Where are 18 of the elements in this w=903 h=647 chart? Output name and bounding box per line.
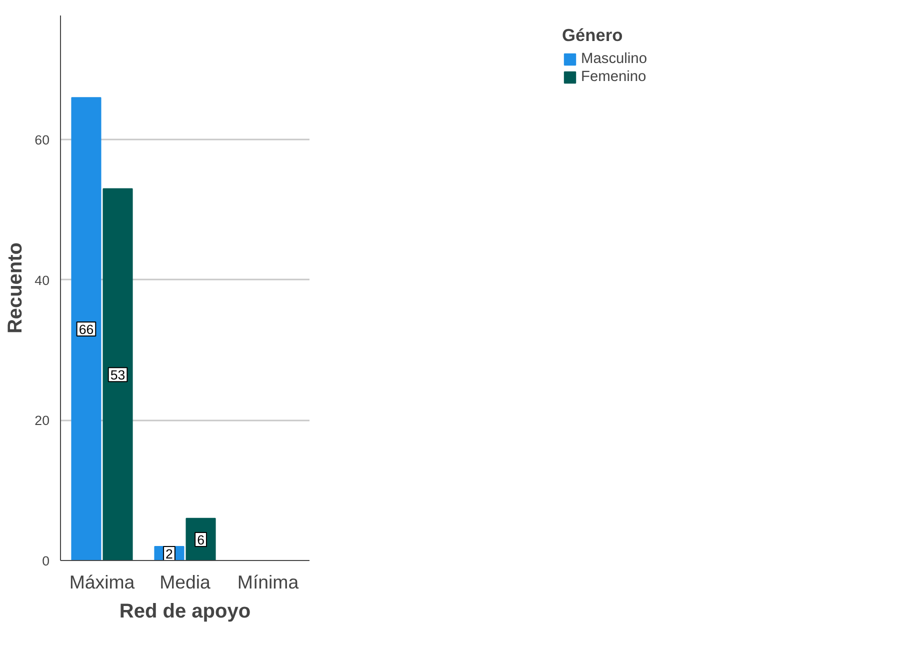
data-label: 66 xyxy=(78,322,94,338)
y-tick-label: 40 xyxy=(34,272,50,288)
y-tick-label: 0 xyxy=(42,554,50,568)
y-tick-label: 60 xyxy=(34,132,50,148)
data-label: 53 xyxy=(110,368,126,383)
y-axis-title: Recuento xyxy=(4,242,27,334)
x-axis-title: Red de apoyo xyxy=(119,600,251,622)
legend-label: Femenino xyxy=(581,69,646,85)
x-tick-label: Mínima xyxy=(237,572,300,592)
bar xyxy=(102,188,133,560)
legend-title: Género xyxy=(562,25,624,46)
legend-label: Masculino xyxy=(581,51,647,67)
x-tick-label: Media xyxy=(160,572,212,592)
data-label: 6 xyxy=(197,532,204,548)
bar xyxy=(71,97,102,560)
y-tick-label: 20 xyxy=(34,413,50,428)
data-label: 2 xyxy=(166,546,173,562)
x-tick-label: Máxima xyxy=(69,572,136,592)
